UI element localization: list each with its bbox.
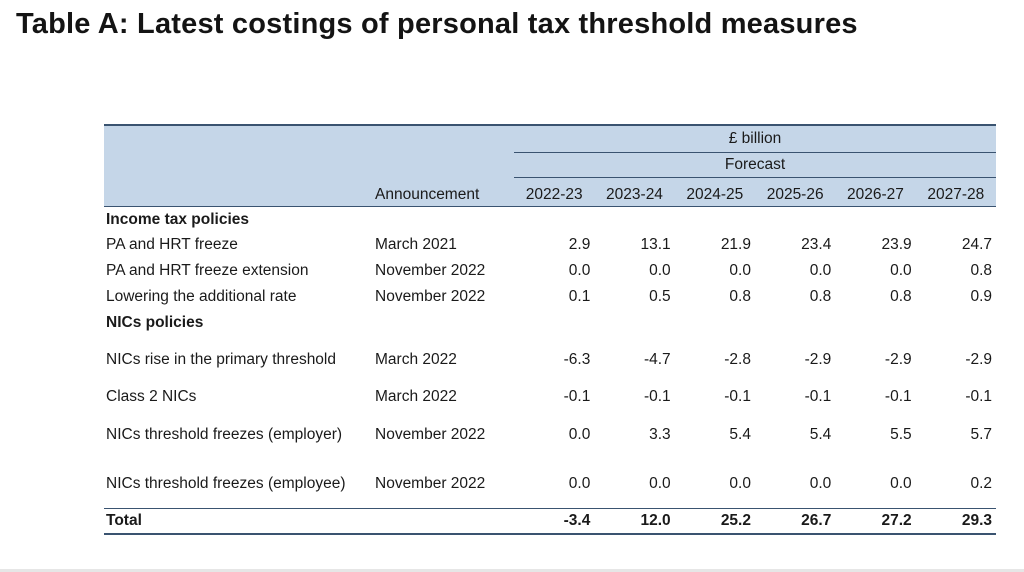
row-value: -0.1 xyxy=(804,388,832,405)
row-announcement: November 2022 xyxy=(375,425,486,443)
total-label: Total xyxy=(104,508,369,535)
table-row: PA and HRT freeze March 2021 2.9 13.1 21… xyxy=(104,232,996,258)
row-value: 5.5 xyxy=(890,425,912,443)
row-announcement: March 2022 xyxy=(375,350,457,368)
row-value: 0.5 xyxy=(649,288,671,305)
row-value: 0.0 xyxy=(809,474,832,492)
row-announcement: March 2022 xyxy=(375,388,457,405)
row-value: 0.0 xyxy=(729,262,751,279)
row-value: -0.1 xyxy=(724,388,751,405)
section-heading: Income tax policies xyxy=(106,210,249,228)
year-header: 2027-28 xyxy=(915,177,997,207)
row-value: 23.9 xyxy=(881,236,912,253)
row-value: -6.3 xyxy=(563,350,591,368)
year-header: 2025-26 xyxy=(754,177,836,207)
row-announcement: March 2021 xyxy=(375,236,457,253)
row-value: -0.1 xyxy=(884,388,912,405)
table-row: NICs threshold freezes (employer) Novemb… xyxy=(104,410,996,459)
row-value: -4.7 xyxy=(643,350,671,368)
row-value: -0.1 xyxy=(563,388,591,405)
row-value: 0.9 xyxy=(970,288,993,305)
section-heading: NICs policies xyxy=(106,313,204,331)
table-row: Class 2 NICs March 2022 -0.1 -0.1 -0.1 -… xyxy=(104,384,996,410)
row-value: 0.2 xyxy=(970,474,993,492)
row-announcement: November 2022 xyxy=(375,474,486,492)
header-row-columns: Announcement 2022-23 2023-24 2024-25 202… xyxy=(104,177,997,207)
row-value: 2.9 xyxy=(568,236,591,253)
table-row: Lowering the additional rate November 20… xyxy=(104,284,996,310)
row-value: 0.0 xyxy=(568,425,591,443)
row-value: 24.7 xyxy=(961,236,993,253)
year-header: 2023-24 xyxy=(594,177,675,207)
row-value: 0.0 xyxy=(729,474,751,492)
row-label: PA and HRT freeze extension xyxy=(106,262,309,279)
year-header: 2024-25 xyxy=(674,177,755,207)
year-header: 2026-27 xyxy=(835,177,916,207)
total-value: -3.4 xyxy=(514,508,595,535)
row-value: 3.3 xyxy=(649,425,671,443)
footer-divider xyxy=(0,569,1024,572)
row-value: 5.4 xyxy=(729,425,751,443)
total-value: 25.2 xyxy=(674,508,755,535)
row-label: Class 2 NICs xyxy=(106,388,197,405)
row-value: 0.8 xyxy=(970,262,993,279)
row-label: NICs threshold freezes (employer) xyxy=(106,425,343,443)
row-value: 21.9 xyxy=(720,236,751,253)
row-value: -2.9 xyxy=(804,350,832,368)
row-label: Lowering the additional rate xyxy=(106,288,297,305)
total-value: 27.2 xyxy=(835,508,916,535)
row-value: 0.0 xyxy=(568,474,591,492)
row-value: 0.0 xyxy=(649,262,671,279)
row-announcement: November 2022 xyxy=(375,288,486,305)
total-value: 12.0 xyxy=(594,508,675,535)
row-value: 0.0 xyxy=(568,262,591,279)
row-value: 0.0 xyxy=(890,262,912,279)
total-value: 29.3 xyxy=(915,508,997,535)
row-value: -2.8 xyxy=(724,350,751,368)
total-value: 26.7 xyxy=(754,508,836,535)
costings-table: £ billion Forecast Announcement 2022-23 … xyxy=(104,124,997,535)
row-label: PA and HRT freeze xyxy=(106,236,238,253)
announcement-column-header: Announcement xyxy=(369,177,514,207)
row-value: 0.0 xyxy=(809,262,832,279)
row-announcement: November 2022 xyxy=(375,262,486,279)
row-value: 23.4 xyxy=(801,236,832,253)
table-row: NICs threshold freezes (employee) Novemb… xyxy=(104,459,996,509)
row-label: NICs rise in the primary threshold xyxy=(106,350,336,368)
row-label: NICs threshold freezes (employee) xyxy=(106,474,346,492)
row-value: 0.1 xyxy=(568,288,591,305)
row-value: 5.4 xyxy=(809,425,832,443)
total-row: Total -3.4 12.0 25.2 26.7 27.2 29.3 xyxy=(104,508,997,535)
row-value: 0.0 xyxy=(890,474,912,492)
section-heading-row: Income tax policies xyxy=(104,207,996,233)
section-heading-row: NICs policies xyxy=(104,310,996,335)
unit-header: £ billion xyxy=(514,124,997,153)
row-value: -2.9 xyxy=(965,350,993,368)
row-value: 13.1 xyxy=(640,236,671,253)
table-row: NICs rise in the primary threshold March… xyxy=(104,335,996,384)
forecast-header: Forecast xyxy=(514,152,997,178)
year-header: 2022-23 xyxy=(514,177,595,207)
row-value: 0.8 xyxy=(809,288,832,305)
row-value: -0.1 xyxy=(643,388,671,405)
row-value: 0.8 xyxy=(890,288,912,305)
table-row: PA and HRT freeze extension November 202… xyxy=(104,258,996,284)
header-row-forecast: Forecast xyxy=(104,152,997,178)
row-value: 0.0 xyxy=(649,474,671,492)
row-value: -0.1 xyxy=(965,388,993,405)
row-value: 0.8 xyxy=(729,288,751,305)
row-value: 5.7 xyxy=(970,425,993,443)
page-title: Table A: Latest costings of personal tax… xyxy=(16,8,858,40)
costings-table-container: £ billion Forecast Announcement 2022-23 … xyxy=(104,124,997,535)
header-row-unit: £ billion xyxy=(104,124,997,153)
row-value: -2.9 xyxy=(884,350,912,368)
